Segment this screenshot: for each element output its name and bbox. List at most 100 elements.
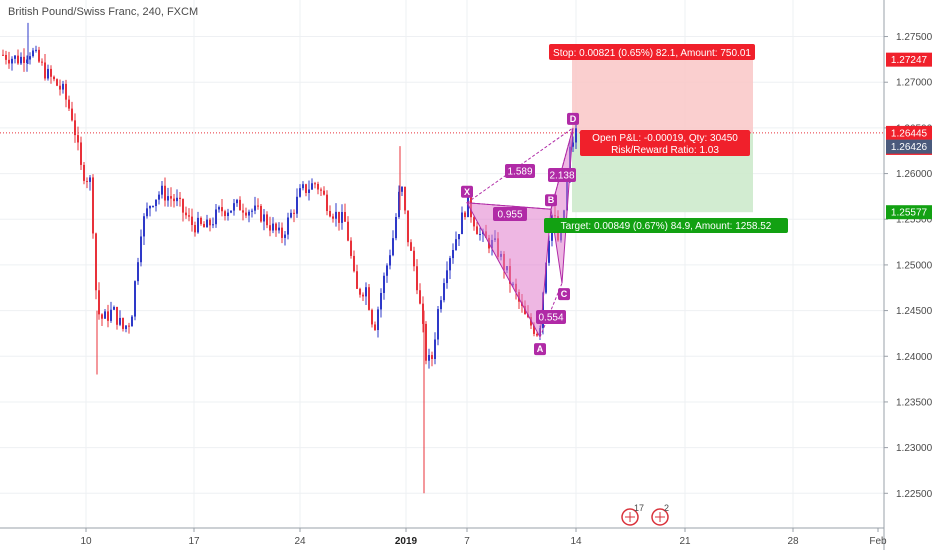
candle-body <box>359 288 361 295</box>
candle-body <box>293 212 295 214</box>
candle-body <box>308 189 310 194</box>
candle-body <box>338 211 340 223</box>
event-markers[interactable]: 17 2 <box>621 503 669 526</box>
candle-body <box>245 212 247 216</box>
candle-body <box>143 216 145 237</box>
candle-body <box>107 311 109 321</box>
candle-body <box>50 68 52 77</box>
pattern-point-label: C <box>561 289 568 299</box>
open-pnl-box <box>580 130 750 156</box>
x-tick-label: Feb <box>869 536 887 547</box>
price-axis[interactable]: 1.275001.270001.265001.260001.255001.250… <box>883 0 932 550</box>
candle-body <box>29 56 31 60</box>
candle-body <box>479 233 481 235</box>
pattern-point-b-marker <box>545 194 557 207</box>
candle-body <box>98 290 100 315</box>
x-tick-label: 24 <box>294 536 306 547</box>
candle-body <box>242 210 244 213</box>
candle-body <box>461 212 463 235</box>
candle-body <box>59 85 61 90</box>
time-axis[interactable]: 10 17 24 2019 7 14 21 28 Feb <box>0 527 887 547</box>
candle-body <box>440 300 442 310</box>
candle-body <box>122 317 124 329</box>
candle-body <box>305 184 307 194</box>
candle-body <box>203 223 205 228</box>
candle-body <box>128 325 130 327</box>
y-tick-label: 1.24000 <box>896 352 932 363</box>
candle-body <box>131 316 133 327</box>
y-tick-label: 1.27500 <box>896 32 932 43</box>
harmonic-pattern[interactable]: X A B C D 1.589 0.955 2.138 0.554 <box>461 112 579 356</box>
candle-body <box>290 212 292 218</box>
pattern-ratio-badge <box>548 168 576 182</box>
candle-body <box>137 262 139 282</box>
pattern-point-a-marker <box>534 343 546 356</box>
candle-body <box>182 199 184 213</box>
candle-body <box>176 197 178 202</box>
candle-body <box>383 275 385 293</box>
x-tick-label: 21 <box>679 536 691 547</box>
candle-body <box>365 287 367 297</box>
candle-body <box>194 225 196 233</box>
candle-body <box>311 183 313 190</box>
candle-body <box>173 198 175 202</box>
candle-body <box>74 120 76 136</box>
candle-body <box>425 323 427 361</box>
pattern-ratio-badge <box>493 207 527 221</box>
candle-body <box>152 206 154 208</box>
candle-body <box>155 199 157 207</box>
candle-body <box>116 306 118 325</box>
candle-body <box>548 240 550 263</box>
candle-body <box>476 226 478 235</box>
pattern-point-d-marker <box>567 112 579 125</box>
candle-body <box>86 180 88 182</box>
candle-body <box>533 325 535 334</box>
y-tick-label: 1.27000 <box>896 78 932 89</box>
candle-body <box>20 56 22 64</box>
candle-body <box>458 234 460 240</box>
candles <box>2 22 577 494</box>
y-tick-label: 1.22500 <box>896 489 932 500</box>
candle-body <box>215 209 217 225</box>
candle-body <box>452 250 454 259</box>
candle-body <box>146 208 148 217</box>
grid <box>0 0 884 528</box>
candle-body <box>158 194 160 200</box>
stop-label-box <box>549 44 755 60</box>
candle-body <box>119 317 121 325</box>
candle-body <box>317 183 319 190</box>
candle-body <box>191 216 193 226</box>
candle-body <box>62 83 64 90</box>
pattern-point-label: B <box>548 195 555 205</box>
current-price-tag: 1.26426 <box>891 142 928 153</box>
candle-body <box>254 205 256 211</box>
y-tick-label: 1.25000 <box>896 260 932 271</box>
candle-body <box>545 262 547 293</box>
candle-body <box>92 177 94 234</box>
x-tick-label: 2019 <box>395 536 418 547</box>
y-tick-label: 1.23500 <box>896 397 932 408</box>
candle-body <box>80 142 82 165</box>
candle-body <box>23 56 25 63</box>
open-pnl-label: Open P&L: -0.00019, Qty: 30450 <box>592 133 738 144</box>
candle-body <box>221 207 223 212</box>
candle-body <box>272 223 274 231</box>
x-tick-label: 17 <box>188 536 200 547</box>
candle-body <box>260 205 262 222</box>
pattern-xd-line <box>466 127 574 204</box>
candle-body <box>47 68 49 79</box>
y-tick-label: 1.26000 <box>896 169 932 180</box>
x-tick-label: 28 <box>787 536 799 547</box>
candle-body <box>410 242 412 251</box>
candle-body <box>167 196 169 201</box>
candle-body <box>335 211 337 219</box>
candle-body <box>401 186 403 192</box>
candle-body <box>437 309 439 340</box>
candle-body <box>371 309 373 325</box>
candle-body <box>35 49 37 51</box>
candle-body <box>407 210 409 243</box>
candle-body <box>161 185 163 195</box>
candle-body <box>170 196 172 199</box>
